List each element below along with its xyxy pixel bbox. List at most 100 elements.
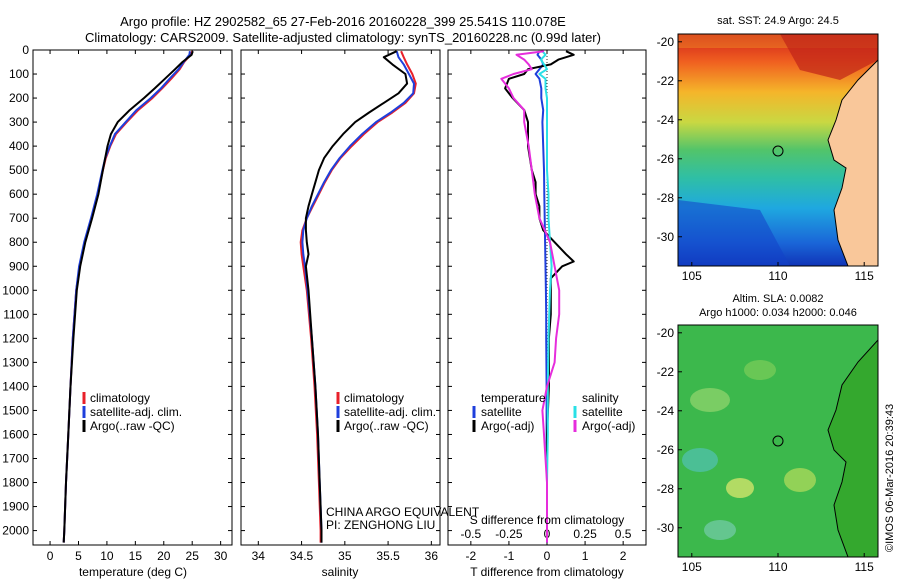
header-line2: Climatology: CARS2009. Satellite-adjuste… (85, 30, 601, 45)
top-x-tick-label: 0.25 (573, 527, 597, 541)
depth-axis: 0 100 200 300 400 500 600 700 800 900 1000 1100 1200… (2, 43, 646, 538)
australia-coast (827, 339, 878, 557)
legend-label-argo: Argo(..raw -QC) (344, 419, 429, 433)
map-y-tick-label: -26 (657, 443, 675, 457)
x-tick-label: 36 (425, 549, 439, 563)
x-tick-label: 0 (47, 549, 54, 563)
x-tick-label: 35 (338, 549, 352, 563)
difference-series (500, 50, 575, 543)
map-y-tick-label: -24 (657, 113, 675, 127)
difference-legend-temperature: temperature satellite Argo(-adj) (472, 391, 546, 433)
legend-title-salinity: salinity (582, 391, 619, 405)
sla-map-title-line1: Altim. SLA: 0.0082 (732, 293, 823, 305)
map-x-tick-label: 105 (682, 269, 702, 283)
map-y-tick-label: -30 (657, 230, 675, 244)
x-tick-label: 25 (186, 549, 200, 563)
x-tick-label: 10 (100, 549, 114, 563)
depth-tick-label: 300 (9, 115, 29, 129)
map-y-tick-label: -22 (657, 365, 675, 379)
salinity-panel-frame (240, 49, 441, 546)
depth-tick-label: 800 (9, 235, 29, 249)
depth-tick-label: 1800 (2, 476, 29, 490)
x-tick-label: 2 (620, 549, 627, 563)
top-x-tick-label: -0.25 (495, 527, 523, 541)
legend-label-satellite: satellite-adj. clim. (90, 405, 182, 419)
sla-map (678, 325, 878, 557)
pi-annotation-line2: PI: ZENGHONG LIU (326, 518, 435, 532)
map-x-tick-label: 115 (855, 269, 874, 283)
australia-coast (827, 59, 878, 266)
legend-label-climatology: climatology (90, 391, 150, 405)
salinity-legend: climatology satellite-adj. clim. Argo(..… (336, 391, 436, 433)
depth-tick-label: 1500 (2, 403, 29, 417)
series-line (62, 50, 194, 543)
top-x-tick-label: 0.5 (615, 527, 632, 541)
sla-blob (690, 388, 730, 412)
map-x-tick-label: 105 (682, 560, 702, 574)
depth-tick-label: 1200 (2, 331, 29, 345)
legend-label-satellite: satellite-adj. clim. (344, 405, 436, 419)
series-line (62, 50, 194, 543)
x-tick-label: -2 (466, 549, 477, 563)
sla-blob (726, 478, 754, 498)
temperature-xlabel: temperature (deg C) (79, 565, 187, 579)
map-y-tick-label: -28 (657, 191, 675, 205)
sla-map-axes: 105 110 115 -20 -22 -24 -26 -28 -30 (657, 326, 874, 574)
depth-tick-label: 1600 (2, 427, 29, 441)
argo-float-marker (772, 435, 784, 447)
x-tick-label: 5 (75, 549, 82, 563)
depth-tick-label: 500 (9, 163, 29, 177)
legend-label-argo: Argo(..raw -QC) (90, 419, 175, 433)
depth-tick-label: 1700 (2, 451, 29, 465)
temperature-legend: climatology satellite-adj. clim. Argo(..… (82, 391, 182, 433)
x-tick-label: 30 (214, 549, 228, 563)
sst-map-axes: 105 110 115 -20 -22 -24 -26 -28 -30 (657, 35, 874, 283)
legend-label-s-argo: Argo(-adj) (582, 419, 635, 433)
x-tick-label: 20 (157, 549, 171, 563)
depth-tick-label: 1900 (2, 500, 29, 514)
x-tick-label: 1 (582, 549, 589, 563)
map-y-tick-label: -20 (657, 35, 675, 49)
depth-tick-label: 400 (9, 139, 29, 153)
series-line (538, 50, 553, 543)
map-x-tick-label: 115 (855, 560, 874, 574)
depth-tick-label: 900 (9, 259, 29, 273)
map-x-tick-label: 110 (768, 269, 787, 283)
difference-xlabel: T difference from climatology (470, 565, 624, 579)
series-line (504, 50, 575, 543)
imos-credit: ©IMOS 06-Mar-2016 20:39:43 (884, 404, 896, 552)
depth-tick-label: 700 (9, 211, 29, 225)
depth-tick-label: 100 (9, 67, 29, 81)
map-y-tick-label: -28 (657, 482, 675, 496)
sst-cold-patch (678, 200, 790, 266)
map-y-tick-label: -22 (657, 74, 675, 88)
series-line (500, 50, 561, 543)
sst-map-title: sat. SST: 24.9 Argo: 24.5 (717, 15, 839, 27)
legend-label-climatology: climatology (344, 391, 404, 405)
top-x-tick-label: -0.5 (461, 527, 482, 541)
sla-map-title-line2: Argo h1000: 0.034 h2000: 0.046 (699, 307, 857, 319)
sla-blob (744, 360, 776, 380)
x-tick-label: 35.5 (376, 549, 400, 563)
depth-tick-label: 600 (9, 187, 29, 201)
legend-label-t-argo: Argo(-adj) (481, 419, 534, 433)
sla-blob (784, 468, 816, 492)
sst-map (678, 34, 878, 266)
salinity-series (299, 50, 417, 543)
salinity-xlabel: salinity (322, 565, 359, 579)
depth-tick-label: 1300 (2, 355, 29, 369)
depth-tick-label: 200 (9, 91, 29, 105)
depth-tick-label: 1000 (2, 283, 29, 297)
header-line1: Argo profile: HZ 2902582_65 27-Feb-2016 … (120, 14, 566, 29)
series-line (304, 50, 409, 543)
x-tick-label: 34.5 (290, 549, 314, 563)
salinity-x-axis: 34 34.5 35 35.5 36 (252, 50, 439, 563)
difference-top-xlabel: S difference from climatology (470, 513, 625, 527)
depth-tick-label: 1400 (2, 379, 29, 393)
x-tick-label: 34 (252, 549, 266, 563)
map-y-tick-label: -26 (657, 152, 675, 166)
map-y-tick-label: -30 (657, 521, 675, 535)
legend-label-s-satellite: satellite (582, 405, 623, 419)
depth-tick-label: 2000 (2, 524, 29, 538)
